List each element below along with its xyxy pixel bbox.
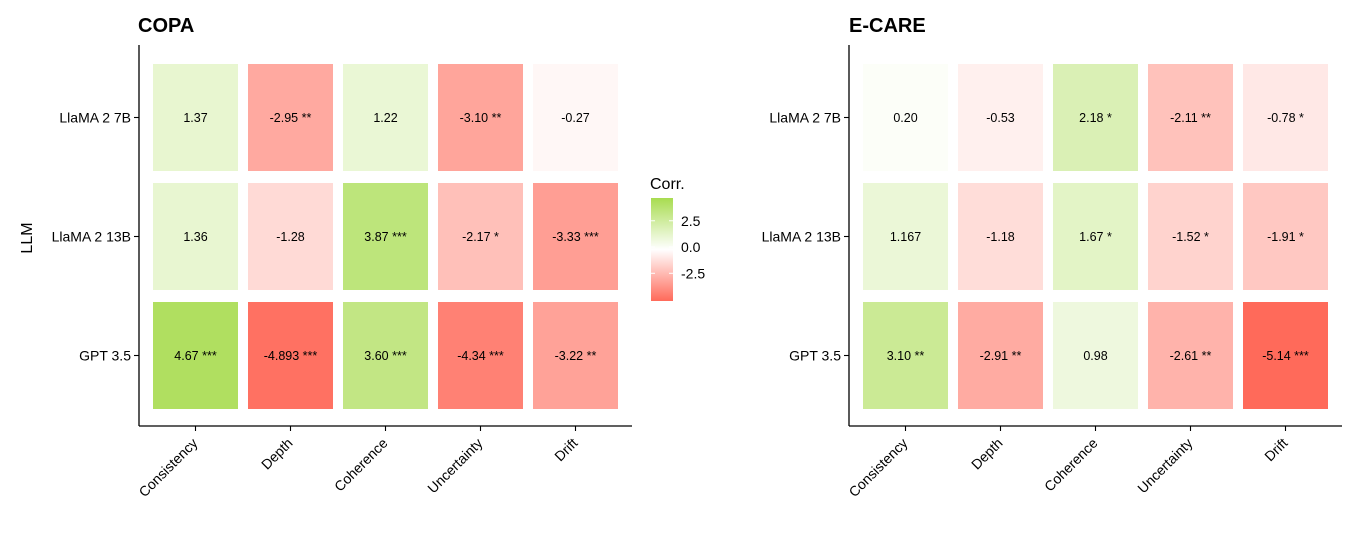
y-tick-label: LlaMA 2 13B (52, 229, 131, 245)
x-tick-label: Depth (968, 435, 1006, 473)
x-tick-label: Uncertainty (1134, 435, 1195, 496)
legend-colorbar (651, 198, 673, 301)
y-tick-label: LlaMA 2 13B (762, 229, 841, 245)
heatmap-cell (533, 302, 618, 409)
cell-value-label: -3.10 ** (460, 111, 502, 125)
y-tick-label: LlaMA 2 7B (769, 110, 841, 126)
legend-tick-label: 2.5 (681, 213, 701, 229)
heatmap-cell (863, 302, 948, 409)
heatmap-cell (958, 183, 1043, 290)
x-tick-label: Drift (551, 435, 581, 465)
x-tick-label: Consistency (845, 435, 910, 500)
heatmap-cell (248, 64, 333, 171)
x-tick-label: Uncertainty (424, 435, 485, 496)
legend-title: Corr. (650, 176, 685, 193)
cell-value-label: 0.20 (893, 111, 917, 125)
cell-value-label: 1.37 (183, 111, 207, 125)
cell-value-label: 1.167 (890, 230, 921, 244)
heatmap-cell (1148, 64, 1233, 171)
cell-value-label: -0.27 (561, 111, 590, 125)
heatmap-cell (1053, 302, 1138, 409)
heatmap-cell (438, 64, 523, 171)
heatmap-cell (343, 64, 428, 171)
cell-value-label: 4.67 *** (174, 349, 217, 363)
x-tick-label: Coherence (1041, 435, 1101, 495)
x-tick-label: Consistency (135, 435, 200, 500)
copa-panel: COPA LLM 1.37 -2.95 ** 1.22 -3.10 ** -0.27 1.… (19, 15, 632, 500)
heatmap-cell (533, 183, 618, 290)
legend-tick-label: -2.5 (681, 265, 705, 281)
heatmap-cell (153, 183, 238, 290)
copa-y-axis-title: LLM (19, 222, 36, 253)
cell-value-label: 1.67 * (1079, 230, 1112, 244)
ecare-panel: E-CARE 0.20 -0.53 2.18 * -2.11 ** -0.78 * 1.1… (762, 15, 1342, 500)
cell-value-label: 1.22 (373, 111, 397, 125)
heatmap-cell (863, 64, 948, 171)
cell-value-label: -4.893 *** (264, 349, 318, 363)
heatmap-cell (1053, 183, 1138, 290)
heatmap-cell (1148, 183, 1233, 290)
heatmap-cell (438, 302, 523, 409)
heatmap-cell (438, 183, 523, 290)
cell-value-label: 3.87 *** (364, 230, 407, 244)
heatmap-cell (1243, 183, 1328, 290)
legend-tick-label: 0.0 (681, 239, 701, 255)
heatmap-cell (248, 302, 333, 409)
heatmap-cell (343, 183, 428, 290)
cell-value-label: -2.17 * (462, 230, 499, 244)
heatmap-cell (1148, 302, 1233, 409)
heatmap-cell (958, 64, 1043, 171)
cell-value-label: -1.91 * (1267, 230, 1304, 244)
cell-value-label: -2.95 ** (270, 111, 312, 125)
heatmap-cell (1053, 64, 1138, 171)
heatmap-cell (153, 64, 238, 171)
heatmap-cell (153, 302, 238, 409)
cell-value-label: -0.78 * (1267, 111, 1304, 125)
cell-value-label: -2.11 ** (1170, 111, 1211, 125)
x-tick-label: Drift (1261, 435, 1291, 465)
heatmap-cell (863, 183, 948, 290)
cell-value-label: -3.33 *** (552, 230, 599, 244)
color-legend: Corr. 2.5 0.0 -2.5 (650, 176, 705, 301)
copa-title: COPA (138, 15, 194, 37)
heatmap-cell (533, 64, 618, 171)
y-tick-label: GPT 3.5 (789, 348, 841, 364)
cell-value-label: -1.52 * (1172, 230, 1209, 244)
cell-value-label: 0.98 (1083, 349, 1107, 363)
cell-value-label: -3.22 ** (555, 349, 597, 363)
cell-value-label: -5.14 *** (1262, 349, 1309, 363)
cell-value-label: -1.18 (986, 230, 1015, 244)
cell-value-label: 1.36 (183, 230, 207, 244)
heatmap-cell (958, 302, 1043, 409)
cell-value-label: -2.91 ** (980, 349, 1022, 363)
cell-value-label: 3.10 ** (887, 349, 925, 363)
y-tick-label: GPT 3.5 (79, 348, 131, 364)
y-tick-label: LlaMA 2 7B (59, 110, 131, 126)
heatmap-cell (248, 183, 333, 290)
cell-value-label: -2.61 ** (1170, 349, 1212, 363)
cell-value-label: 2.18 * (1079, 111, 1112, 125)
x-tick-label: Coherence (331, 435, 391, 495)
ecare-title: E-CARE (849, 15, 926, 37)
cell-value-label: -1.28 (276, 230, 305, 244)
x-tick-label: Depth (258, 435, 296, 473)
heatmap-cell (1243, 64, 1328, 171)
cell-value-label: -0.53 (986, 111, 1015, 125)
cell-value-label: 3.60 *** (364, 349, 407, 363)
cell-value-label: -4.34 *** (457, 349, 504, 363)
heatmap-cell (343, 302, 428, 409)
heatmap-cell (1243, 302, 1328, 409)
